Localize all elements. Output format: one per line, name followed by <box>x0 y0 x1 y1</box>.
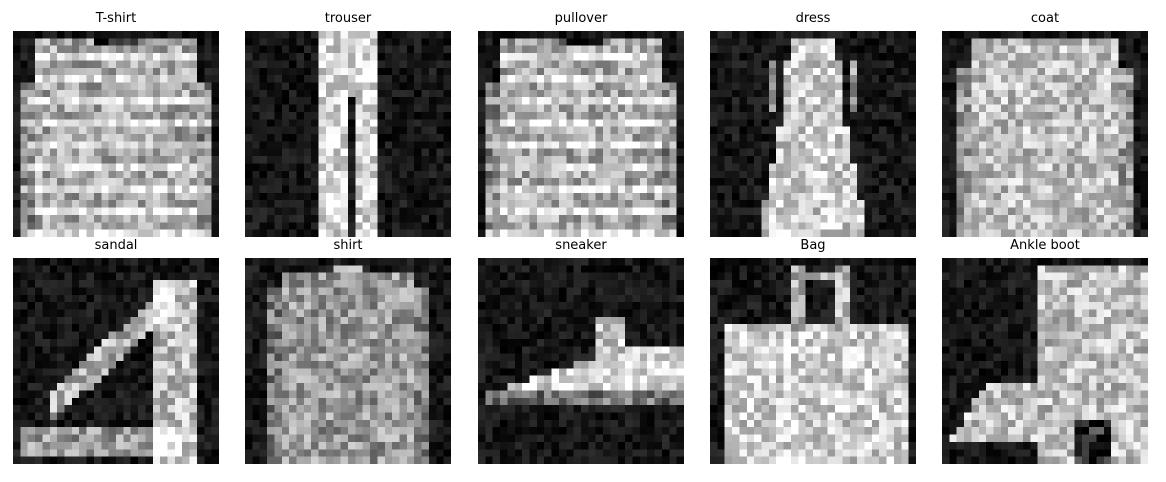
coat-pixel-image <box>942 31 1148 237</box>
panel-title-trouser: trouser <box>324 11 372 26</box>
shirt-pixel-image <box>245 258 451 464</box>
panel-title-bag: Bag <box>800 238 826 253</box>
tshirt-pixel-image <box>13 31 219 237</box>
trouser-pixel-image <box>245 31 451 237</box>
panel-title-coat: coat <box>1030 11 1060 26</box>
panel-title-sandal: sandal <box>94 238 138 253</box>
panel-title-dress: dress <box>795 11 831 26</box>
panel-title-tshirt: T-shirt <box>95 11 137 26</box>
panel-title-shirt: shirt <box>333 238 363 253</box>
panel-title-sneaker: sneaker <box>555 238 607 253</box>
bag-pixel-image <box>710 258 916 464</box>
dress-pixel-image <box>710 31 916 237</box>
panel-title-ankle-boot: Ankle boot <box>1010 238 1080 253</box>
pullover-pixel-image <box>478 31 684 237</box>
sneaker-pixel-image <box>478 258 684 464</box>
ankle-boot-pixel-image <box>942 258 1148 464</box>
sandal-pixel-image <box>13 258 219 464</box>
panel-title-pullover: pullover <box>554 11 608 26</box>
